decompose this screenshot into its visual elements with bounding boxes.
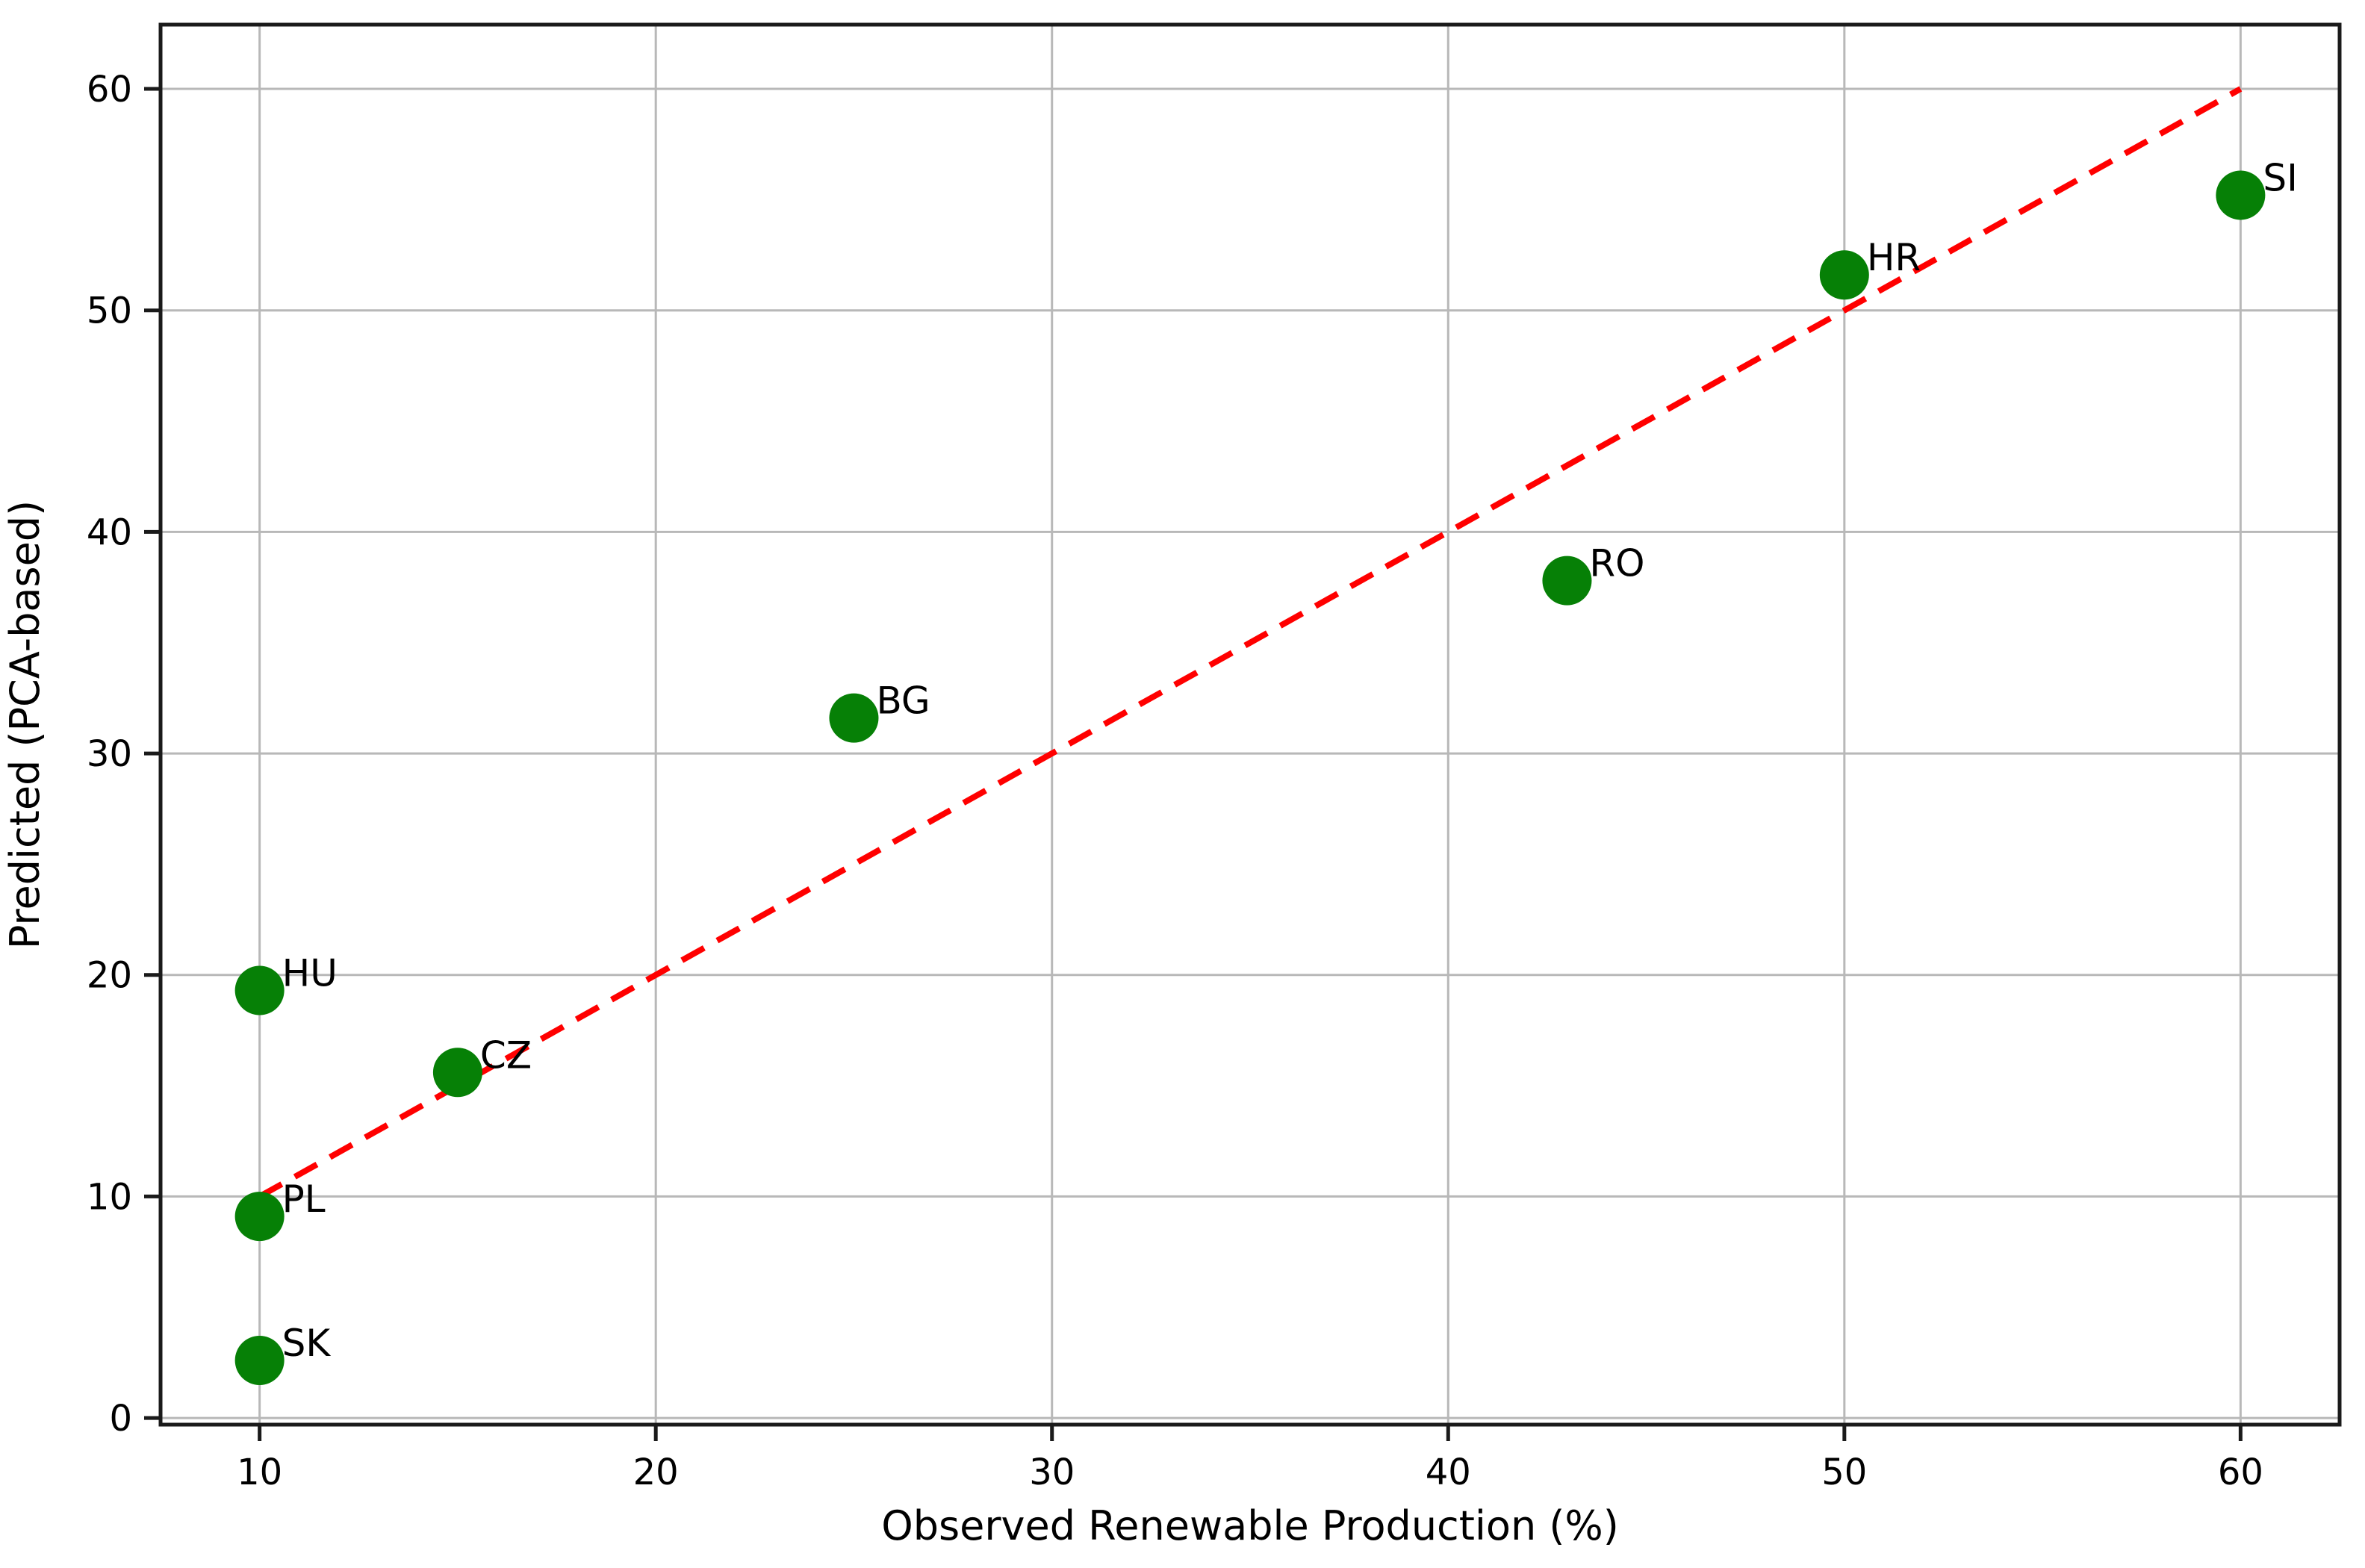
x-tick-label: 30 bbox=[1029, 1452, 1075, 1493]
point-CZ bbox=[432, 1048, 482, 1098]
grid-lines bbox=[161, 25, 2340, 1425]
x-tick-label: 20 bbox=[633, 1452, 679, 1493]
y-tick-label: 0 bbox=[109, 1398, 132, 1440]
x-axis-label: Observed Renewable Production (%) bbox=[881, 1502, 1619, 1549]
point-label-SI: SI bbox=[2263, 156, 2297, 199]
point-label-PL: PL bbox=[282, 1177, 326, 1221]
y-tick-label: 10 bbox=[87, 1176, 132, 1218]
point-HR bbox=[1819, 250, 1869, 300]
point-label-BG: BG bbox=[876, 679, 930, 723]
point-label-HR: HR bbox=[1867, 236, 1921, 279]
y-axis-label: Predicted (PCA-based) bbox=[1, 500, 49, 949]
point-label-SK: SK bbox=[282, 1322, 332, 1365]
point-RO bbox=[1542, 556, 1592, 606]
point-HU bbox=[234, 965, 285, 1015]
series-countries: SK PL HU CZ BG RO HR SI bbox=[234, 156, 2298, 1385]
x-tick-label: 10 bbox=[237, 1452, 282, 1493]
point-label-CZ: CZ bbox=[480, 1033, 532, 1077]
tick-marks bbox=[144, 87, 2243, 1441]
point-label-HU: HU bbox=[282, 952, 338, 995]
y-tick-label: 40 bbox=[87, 511, 132, 553]
y-tick-label: 30 bbox=[87, 733, 132, 775]
point-PL bbox=[234, 1192, 285, 1242]
x-tick-label: 40 bbox=[1426, 1452, 1471, 1493]
y-tick-label: 20 bbox=[87, 955, 132, 997]
y-tick-labels: 0 10 20 30 40 50 60 bbox=[87, 69, 132, 1440]
point-BG bbox=[829, 693, 879, 743]
point-SK bbox=[234, 1335, 285, 1385]
point-label-RO: RO bbox=[1589, 542, 1644, 585]
y-tick-label: 50 bbox=[87, 290, 132, 332]
x-tick-label: 50 bbox=[1821, 1452, 1867, 1493]
point-SI bbox=[2216, 170, 2266, 220]
x-tick-label: 60 bbox=[2218, 1452, 2263, 1493]
x-tick-labels: 10 20 30 40 50 60 bbox=[237, 1452, 2263, 1493]
identity-line bbox=[258, 86, 2243, 1199]
y-tick-label: 60 bbox=[87, 69, 132, 111]
plot-border bbox=[158, 22, 2342, 1427]
